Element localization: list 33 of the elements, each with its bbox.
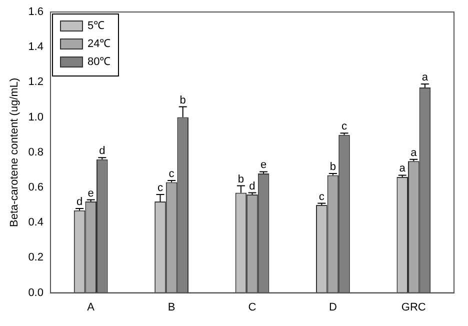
data-label: c (318, 190, 325, 203)
legend-label: 5℃ (87, 20, 105, 32)
data-label: d (99, 145, 106, 158)
y-tick-label: 0.6 (28, 182, 44, 194)
legend-label: 24℃ (87, 38, 111, 50)
data-label: b (180, 94, 186, 106)
y-tick-label: 0.4 (28, 216, 44, 229)
y-tick-label: 1.4 (28, 41, 44, 54)
y-tick-label: 0.8 (28, 146, 44, 158)
data-label: e (88, 187, 94, 200)
y-tick-label: 1.0 (28, 111, 44, 124)
data-label: b (330, 160, 336, 173)
data-label: d (249, 180, 256, 192)
x-tick-label: GRC (401, 301, 426, 314)
data-label: a (410, 146, 418, 159)
y-tick-label: 1.6 (28, 6, 44, 18)
y-tick-label: 0.0 (28, 286, 44, 299)
data-label: a (422, 71, 429, 84)
x-tick-label: B (168, 301, 176, 314)
x-tick-label: D (328, 301, 337, 314)
data-label: a (399, 162, 406, 175)
y-axis-title: Beta-carotene content (ug/mL) (8, 78, 21, 227)
y-tick-label: 0.2 (28, 252, 44, 264)
y-tick-label: 1.2 (28, 76, 44, 88)
data-label: c (341, 120, 348, 133)
data-label: c (168, 168, 175, 180)
data-label: d (76, 196, 83, 208)
legend-label: 80℃ (87, 56, 111, 68)
x-tick-label: A (87, 301, 96, 314)
data-label: e (260, 159, 267, 172)
x-tick-label: C (248, 301, 256, 314)
data-label: b (238, 173, 244, 186)
data-label: c (157, 182, 164, 194)
